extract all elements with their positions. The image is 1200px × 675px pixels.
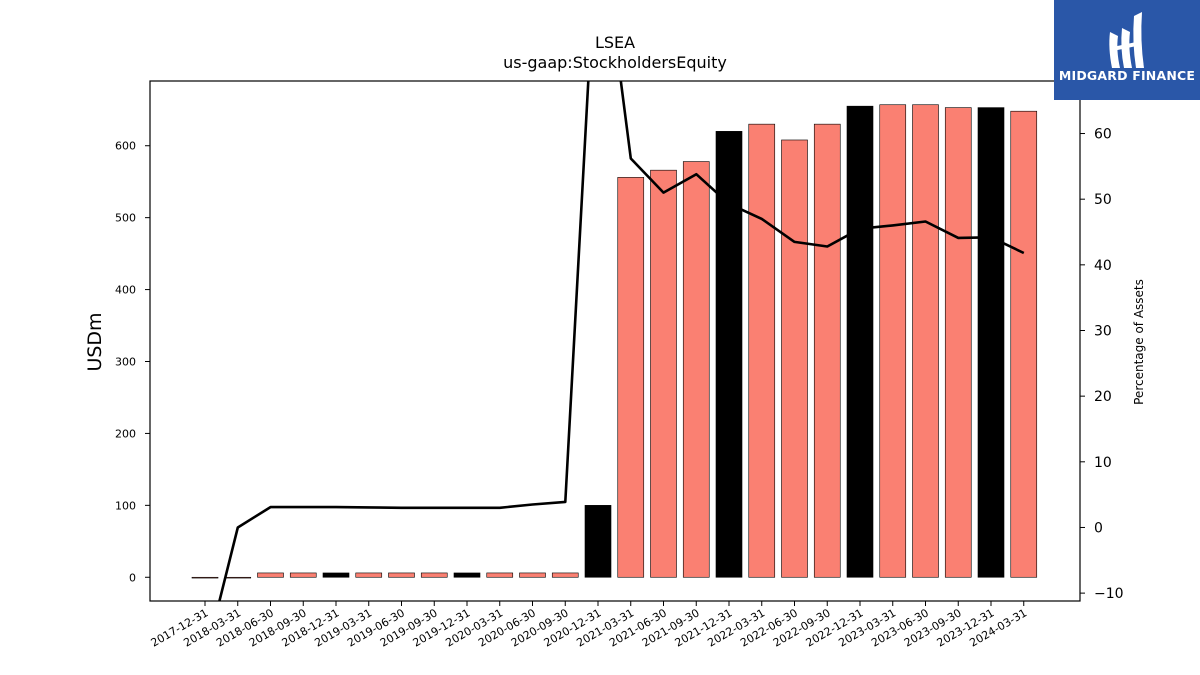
bar-2018-12-31: [322, 572, 350, 578]
bar-2019-06-30: [388, 572, 415, 578]
bar-2023-09-30: [944, 107, 972, 578]
y2-tick-label: 0: [1094, 520, 1103, 536]
y2-tick-label: 20: [1094, 389, 1112, 405]
bar-2021-06-30: [650, 169, 677, 578]
bar-2020-09-30: [551, 572, 579, 578]
bar-2019-12-31: [453, 572, 481, 578]
y2-tick-label: −10: [1094, 586, 1124, 602]
brand-name: MIDGARD FINANCE: [1058, 68, 1196, 83]
bar-2020-03-31: [486, 572, 514, 578]
y-tick-label: 600: [115, 140, 136, 153]
chart-title: LSEA: [595, 33, 635, 52]
y2-tick-label: 30: [1094, 323, 1112, 339]
bar-2022-03-31: [748, 123, 776, 578]
bar-2023-06-30: [912, 104, 939, 578]
bar-2019-09-30: [420, 572, 448, 578]
percentage-of-assets-line: [218, 81, 1025, 601]
bar-2023-03-31: [879, 104, 907, 578]
y2-tick-label: 60: [1094, 127, 1112, 143]
bar-2023-12-31: [977, 107, 1005, 578]
bar-2017-12-31: [191, 576, 219, 579]
y-tick-label: 200: [115, 427, 136, 440]
chart-subtitle: us-gaap:StockholdersEquity: [503, 53, 727, 72]
y-tick-label: 0: [129, 571, 136, 584]
y2-tick-label: 50: [1094, 192, 1112, 208]
bar-2022-06-30: [781, 139, 808, 578]
bar-2021-12-31: [715, 131, 743, 578]
y-tick-label: 400: [115, 284, 136, 297]
bar-2022-09-30: [813, 123, 841, 578]
bar-2018-03-31: [224, 576, 252, 579]
bar-2021-03-31: [617, 177, 645, 578]
y2-tick-label: 10: [1094, 455, 1112, 471]
plot-frame: [149, 80, 1081, 602]
bar-2022-12-31: [846, 105, 874, 578]
bar-2018-06-30: [257, 572, 284, 578]
y-tick-label: 100: [115, 499, 136, 512]
bar-2021-09-30: [682, 161, 710, 578]
brand-logo: MIDGARD FINANCE: [1054, 0, 1200, 100]
bar-2019-03-31: [355, 572, 383, 578]
y-tick-label: 500: [115, 212, 136, 225]
bar-2020-12-31: [584, 505, 612, 578]
bar-2024-03-31: [1010, 110, 1038, 578]
y-tick-label: 300: [115, 355, 136, 368]
y2-axis-label: Percentage of Assets: [1132, 279, 1146, 405]
midgard-logo-icon: [1109, 12, 1144, 68]
bar-2020-06-30: [519, 572, 546, 578]
bar-2018-09-30: [289, 572, 317, 578]
y-axis-label: USDm: [84, 312, 106, 371]
y2-tick-label: 40: [1094, 258, 1112, 274]
